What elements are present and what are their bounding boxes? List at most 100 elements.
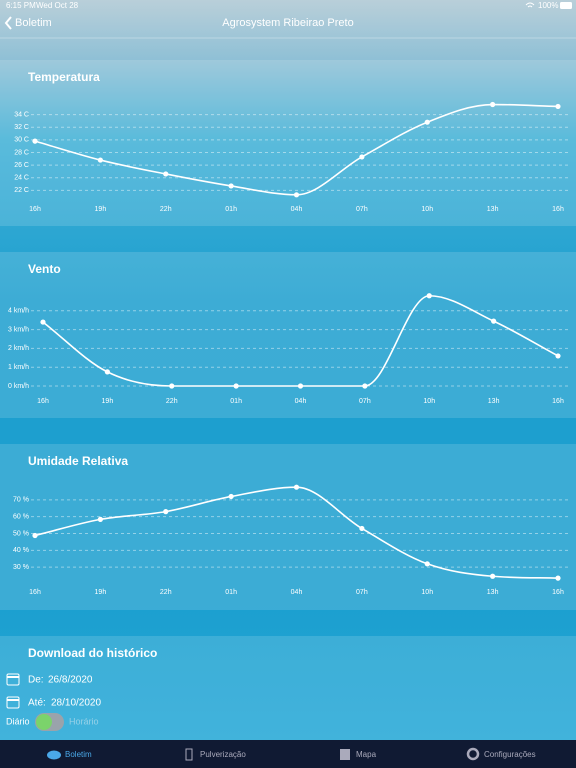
point bbox=[491, 318, 497, 324]
tab-icon[interactable] bbox=[340, 749, 350, 760]
x-tick-label: 10h bbox=[421, 206, 433, 213]
y-tick-label: 0 km/h bbox=[8, 383, 29, 390]
status-date: Wed Oct 28 bbox=[36, 1, 79, 10]
point bbox=[228, 183, 234, 189]
point bbox=[297, 383, 304, 389]
tab-label[interactable]: Configurações bbox=[484, 750, 536, 759]
point bbox=[359, 525, 365, 532]
y-tick-label: 34 C bbox=[14, 111, 29, 118]
point bbox=[228, 493, 234, 500]
x-tick-label: 10h bbox=[423, 398, 435, 405]
x-tick-label: 16h bbox=[37, 398, 49, 405]
card bbox=[0, 60, 576, 226]
toggle-knob[interactable] bbox=[36, 714, 52, 730]
y-tick-label: 70 % bbox=[13, 497, 29, 504]
x-tick-label: 22h bbox=[166, 398, 178, 405]
y-tick-label: 22 C bbox=[14, 187, 29, 194]
y-tick-label: 30 C bbox=[14, 137, 29, 144]
from-date[interactable]: 26/8/2020 bbox=[48, 675, 93, 686]
chart-title: Vento bbox=[28, 262, 61, 276]
calendar-icon[interactable] bbox=[6, 696, 20, 709]
point bbox=[32, 138, 38, 144]
x-tick-label: 13h bbox=[487, 589, 499, 596]
tab-label[interactable]: Boletim bbox=[65, 750, 92, 759]
point bbox=[169, 383, 175, 389]
point bbox=[97, 157, 103, 163]
point bbox=[104, 369, 110, 375]
calendar-icon[interactable] bbox=[6, 673, 20, 686]
x-tick-label: 07h bbox=[356, 589, 368, 596]
tab-label[interactable]: Pulverização bbox=[200, 750, 246, 759]
x-tick-label: 19h bbox=[95, 589, 107, 596]
x-tick-label: 10h bbox=[421, 589, 433, 596]
tab-icon[interactable] bbox=[185, 748, 193, 761]
download-title: Download do histórico bbox=[28, 646, 157, 660]
point bbox=[424, 119, 430, 125]
y-tick-label: 4 km/h bbox=[8, 308, 29, 315]
tab-bar bbox=[0, 740, 576, 768]
chart-title: Temperatura bbox=[28, 70, 100, 84]
to-label: Até: bbox=[28, 698, 46, 709]
card bbox=[0, 444, 576, 610]
y-tick-label: 28 C bbox=[14, 149, 29, 156]
chart-title: Umidade Relativa bbox=[28, 454, 128, 468]
x-tick-label: 13h bbox=[487, 206, 499, 213]
point bbox=[426, 293, 432, 299]
point bbox=[163, 171, 169, 177]
x-tick-label: 01h bbox=[225, 589, 237, 596]
back-button[interactable]: Boletim bbox=[15, 17, 52, 29]
point bbox=[362, 383, 368, 389]
point bbox=[163, 509, 169, 515]
nav-title: Agrosystem Ribeirao Preto bbox=[222, 17, 353, 29]
point bbox=[233, 383, 239, 389]
x-tick-label: 04h bbox=[291, 589, 303, 596]
x-tick-label: 16h bbox=[552, 398, 564, 405]
y-tick-label: 24 C bbox=[14, 175, 29, 182]
x-tick-label: 16h bbox=[29, 589, 41, 596]
y-tick-label: 30 % bbox=[13, 564, 29, 571]
battery-icon bbox=[560, 2, 572, 9]
point bbox=[490, 101, 496, 108]
y-tick-label: 2 km/h bbox=[8, 345, 29, 352]
card bbox=[0, 252, 576, 418]
point bbox=[490, 573, 496, 579]
y-tick-label: 26 C bbox=[14, 162, 29, 169]
x-tick-label: 16h bbox=[552, 589, 564, 596]
x-tick-label: 01h bbox=[225, 206, 237, 213]
y-tick-label: 60 % bbox=[13, 514, 29, 521]
x-tick-label: 19h bbox=[102, 398, 114, 405]
charts: Temperatura 22 C 24 C 26 C 28 C 30 C 32 C 34 C 1… bbox=[8, 70, 570, 596]
point bbox=[293, 192, 300, 198]
x-tick-label: 19h bbox=[95, 206, 107, 213]
point bbox=[40, 319, 46, 325]
status-battery: 100% bbox=[538, 1, 558, 10]
point bbox=[424, 561, 430, 567]
x-tick-label: 16h bbox=[29, 206, 41, 213]
tab-icon[interactable] bbox=[466, 747, 480, 761]
y-tick-label: 40 % bbox=[13, 547, 29, 554]
point bbox=[293, 484, 300, 490]
back-arrow[interactable] bbox=[4, 16, 12, 30]
tab-label[interactable]: Mapa bbox=[356, 750, 377, 759]
x-tick-label: 04h bbox=[295, 398, 307, 405]
x-tick-label: 01h bbox=[230, 398, 242, 405]
x-tick-label: 22h bbox=[160, 206, 172, 213]
from-label: De: bbox=[28, 675, 44, 686]
wifi-icon bbox=[525, 2, 535, 8]
y-tick-label: 3 km/h bbox=[8, 326, 29, 333]
x-tick-label: 07h bbox=[356, 206, 368, 213]
y-tick-label: 1 km/h bbox=[8, 364, 29, 371]
x-tick-label: 22h bbox=[160, 589, 172, 596]
point bbox=[359, 154, 365, 160]
toggle-right-label: Horário bbox=[69, 716, 99, 726]
x-tick-label: 13h bbox=[488, 398, 500, 405]
tab-icon[interactable] bbox=[47, 750, 61, 760]
toggle-left-label: Diário bbox=[6, 716, 30, 726]
point bbox=[555, 575, 561, 581]
point bbox=[32, 532, 38, 539]
y-tick-label: 32 C bbox=[14, 124, 29, 131]
to-date[interactable]: 28/10/2020 bbox=[51, 698, 101, 709]
point bbox=[555, 103, 561, 110]
